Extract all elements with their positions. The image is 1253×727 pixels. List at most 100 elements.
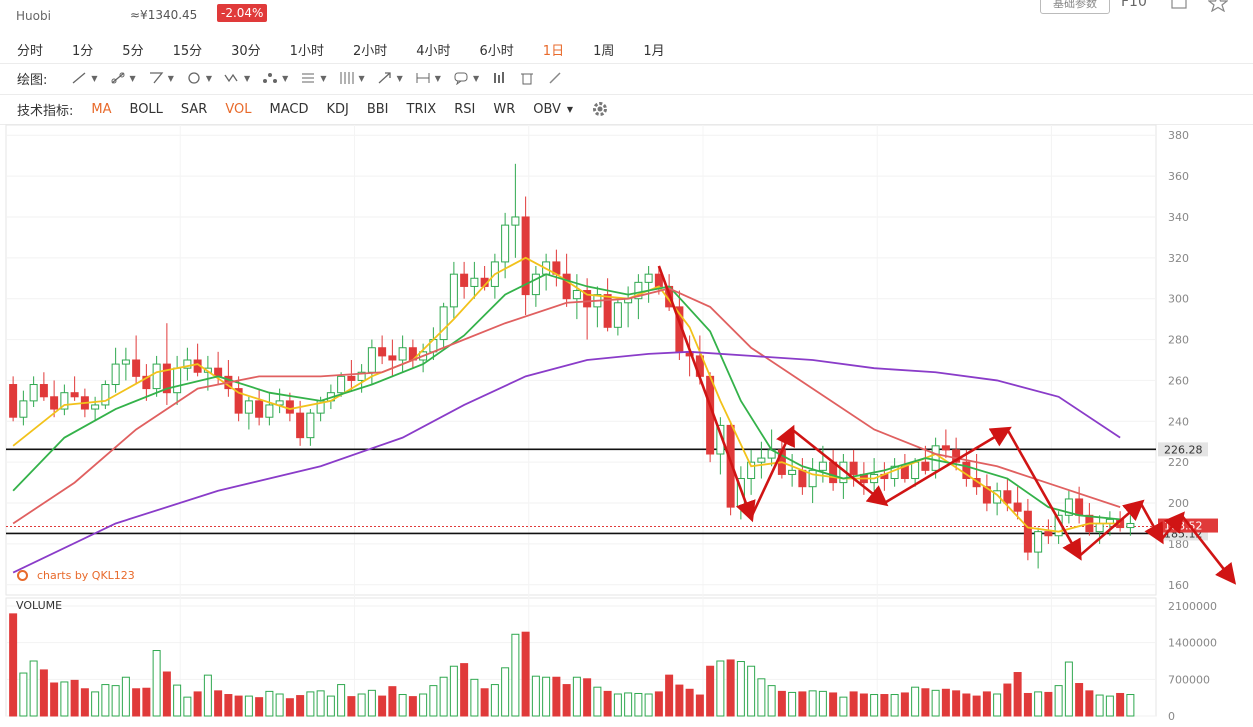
volume-bar [501, 667, 510, 717]
period-tab-7[interactable]: 4小时 [416, 43, 451, 59]
volume-bar [788, 691, 797, 717]
settings-gear-icon[interactable] [591, 100, 609, 118]
candle-body [583, 290, 592, 308]
volume-bar [142, 687, 151, 717]
pen-icon[interactable] [547, 71, 563, 85]
exchange-name: Huobi [16, 9, 51, 23]
volume-bar [398, 694, 407, 717]
fib-tool-icon[interactable]: ▼ [302, 73, 327, 83]
indicator-macd[interactable]: MACD [269, 101, 309, 117]
price-tick-label: 180 [1168, 538, 1189, 551]
volume-bar [296, 695, 305, 717]
indicator-boll[interactable]: BOLL [129, 101, 163, 117]
shape-tool-icon[interactable]: ▼ [186, 71, 212, 85]
trend-arrow [1160, 511, 1185, 541]
volume-bar [121, 676, 130, 717]
indicator-kdj[interactable]: KDJ [326, 101, 349, 117]
candle-body [255, 400, 264, 418]
candle-body [757, 457, 766, 463]
line-tool-icon[interactable]: ▼ [71, 71, 98, 85]
volume-bar [1095, 694, 1104, 717]
volume-bar [685, 688, 694, 717]
comment-tool-icon[interactable]: ▼ [453, 71, 479, 85]
candle-body [993, 490, 1002, 504]
candle-body [808, 469, 817, 488]
channel-tool-icon[interactable]: ▼ [148, 71, 174, 85]
candle-body [818, 461, 827, 471]
indicator-ma[interactable]: MA [91, 101, 112, 117]
volume-bar [562, 684, 571, 717]
period-tab-3[interactable]: 15分 [172, 43, 203, 59]
price-panel-frame [5, 124, 1157, 596]
candle-body [931, 445, 940, 471]
indicator-rsi[interactable]: RSI [454, 101, 476, 117]
candle-body [357, 371, 366, 381]
indicator-vol[interactable]: VOL [225, 101, 252, 117]
candle-body [511, 216, 520, 226]
volume-bar [747, 665, 756, 717]
period-tab-5[interactable]: 1小时 [289, 43, 324, 59]
volume-bar [214, 690, 223, 717]
volume-bar [603, 690, 612, 717]
period-tab-1[interactable]: 1分 [72, 43, 94, 59]
pattern-tool-icon[interactable]: ▼ [224, 71, 250, 85]
candle-body [39, 384, 48, 398]
candle-body [173, 367, 182, 394]
indicator-sar[interactable]: SAR [180, 101, 208, 117]
segment-tool-icon[interactable]: ▼ [110, 71, 136, 85]
volume-bar [19, 672, 28, 717]
star-icon[interactable] [1207, 0, 1229, 13]
candle-body [1064, 498, 1073, 516]
period-tab-0[interactable]: 分时 [17, 43, 44, 59]
trash-icon[interactable] [519, 71, 535, 85]
indicator-trix[interactable]: TRIX [406, 101, 437, 117]
volume-bar [490, 684, 499, 717]
draw-toolbar: 绘图: ▼ ▼ ▼ ▼ ▼ ▼ ▼ ▼ ▼ ▼ ▼ [0, 65, 1253, 91]
indicator-bar: 技术指标: MA BOLL SAR VOL MACD KDJ BBI TRIX RSI WR OBV… [0, 96, 1253, 122]
volume-bar [1013, 672, 1022, 717]
ma60-line [12, 350, 1121, 574]
period-tab-4[interactable]: 30分 [231, 43, 261, 59]
period-tab-8[interactable]: 6小时 [479, 43, 514, 59]
volume-bar [429, 685, 438, 717]
indicator-bbi[interactable]: BBI [366, 101, 389, 117]
candle-body [101, 384, 110, 406]
wave-tool-icon[interactable]: ▼ [262, 71, 288, 85]
trend-arrow [1139, 502, 1164, 545]
price-tick-label: 280 [1168, 334, 1189, 347]
volume-bar [470, 678, 479, 717]
volume-bar [1085, 690, 1094, 717]
candle-body [29, 384, 38, 402]
gann-tool-icon[interactable]: ▼ [340, 72, 365, 84]
trend-arrow [1006, 428, 1082, 561]
period-tab-9[interactable]: 1日 [542, 43, 565, 59]
period-tab-10[interactable]: 1周 [593, 43, 615, 59]
volume-bar [808, 690, 817, 717]
period-tab-2[interactable]: 5分 [122, 43, 144, 59]
indicator-obv[interactable]: OBV [533, 101, 561, 117]
indicator-wr[interactable]: WR [493, 101, 516, 117]
params-button[interactable]: 基础参数 [1040, 0, 1110, 14]
candle-body [214, 367, 223, 377]
volume-bar [234, 695, 243, 717]
price-tick-label: 200 [1168, 497, 1189, 510]
period-tab-11[interactable]: 1月 [643, 43, 665, 59]
volume-bar [798, 691, 807, 717]
volume-bar [480, 688, 489, 717]
fullscreen-icon[interactable] [1170, 0, 1188, 12]
volume-bar [583, 678, 592, 717]
f10-button[interactable]: F10 [1121, 0, 1147, 10]
arrow-tool-icon[interactable]: ▼ [377, 71, 403, 85]
volume-bar [818, 690, 827, 717]
obv-caret-icon[interactable]: ▼ [566, 104, 574, 114]
candle-body [388, 355, 397, 361]
candle-body [644, 273, 653, 283]
measure-tool-icon[interactable]: ▼ [416, 73, 441, 83]
period-tab-6[interactable]: 2小时 [352, 43, 388, 59]
volume-bar [378, 695, 387, 717]
bars-tool-icon[interactable] [491, 71, 507, 85]
volume-bar [777, 690, 786, 717]
volume-bar [101, 684, 110, 717]
volume-bar [337, 684, 346, 717]
